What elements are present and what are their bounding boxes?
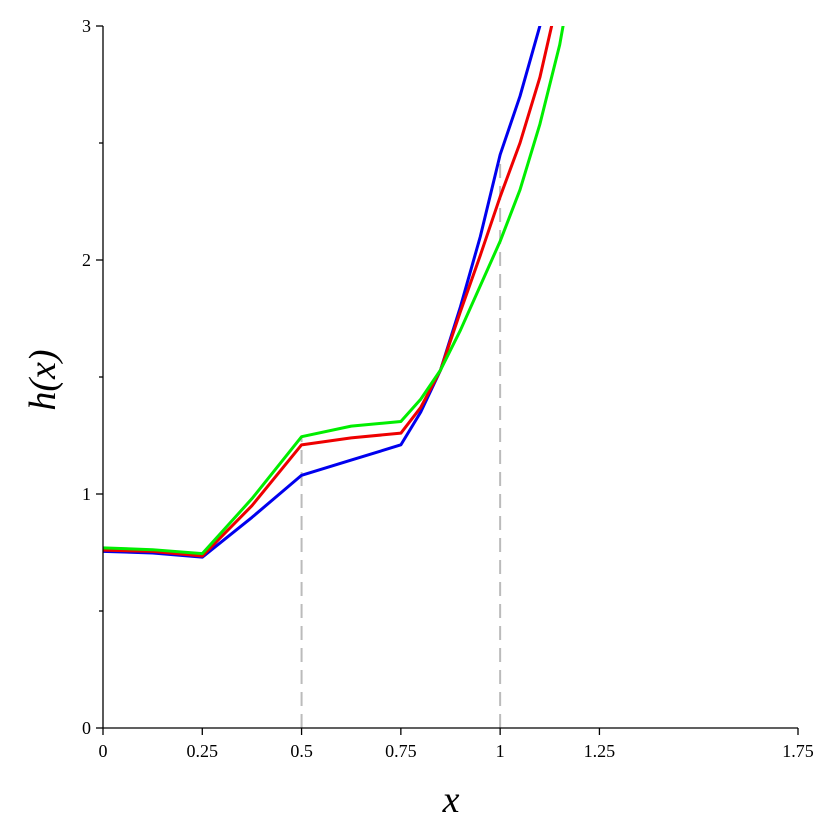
x-tick-label: 0.5 [290, 741, 313, 761]
y-tick-label: 1 [82, 484, 91, 504]
x-axis-title: x [442, 779, 460, 821]
x-tick-label: 1 [496, 741, 505, 761]
reference-lines [300, 154, 502, 728]
x-tick-label: 0 [99, 741, 108, 761]
series-line-3 [103, 26, 565, 556]
series-line-1 [103, 26, 542, 559]
x-tick-label: 0.25 [187, 741, 219, 761]
axes: 0 0.25 0.5 0.75 1 1.25 1.75 0 1 2 3 [82, 16, 814, 761]
y-tick-label: 0 [82, 718, 91, 738]
series-line-2 [103, 26, 554, 558]
x-tick-label: 0.75 [385, 741, 417, 761]
x-tick-label: 1.75 [782, 741, 814, 761]
series-layer [103, 26, 565, 559]
x-tick-label: 1.25 [584, 741, 616, 761]
y-tick-label: 3 [82, 16, 91, 36]
y-axis-title: h(x) [22, 349, 64, 410]
y-tick-label: 2 [82, 250, 91, 270]
